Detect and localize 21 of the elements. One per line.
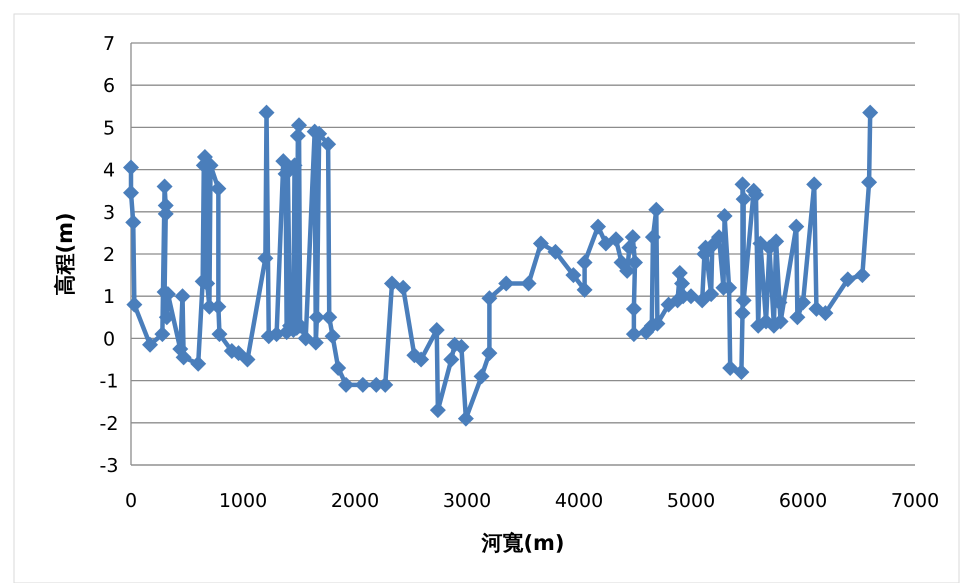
x-tick-label: 4000 <box>554 490 604 512</box>
y-tick-label: 5 <box>102 117 116 140</box>
x-tick-label: 5000 <box>666 490 716 512</box>
y-tick-label: -2 <box>100 412 118 435</box>
y-tick-label: 0 <box>102 328 116 350</box>
x-axis-title: 河寬(m) <box>480 531 565 555</box>
y-tick-label: 6 <box>102 75 116 98</box>
x-tick-label: 1000 <box>218 490 268 512</box>
x-tick-label: 3000 <box>442 490 492 512</box>
y-axis-title: 高程(m) <box>53 212 77 296</box>
x-tick-label: 6000 <box>778 490 828 512</box>
y-tick-label: 1 <box>102 286 116 308</box>
y-tick-label: -3 <box>100 455 118 477</box>
y-tick-label: 4 <box>102 160 116 182</box>
y-tick-label: 3 <box>102 202 116 224</box>
x-tick-label: 0 <box>124 490 138 512</box>
y-tick-label: -1 <box>100 370 118 393</box>
y-tick-label: 7 <box>102 33 116 55</box>
x-tick-label: 2000 <box>330 490 380 512</box>
y-tick-label: 2 <box>102 244 116 266</box>
x-tick-label: 7000 <box>890 490 940 512</box>
